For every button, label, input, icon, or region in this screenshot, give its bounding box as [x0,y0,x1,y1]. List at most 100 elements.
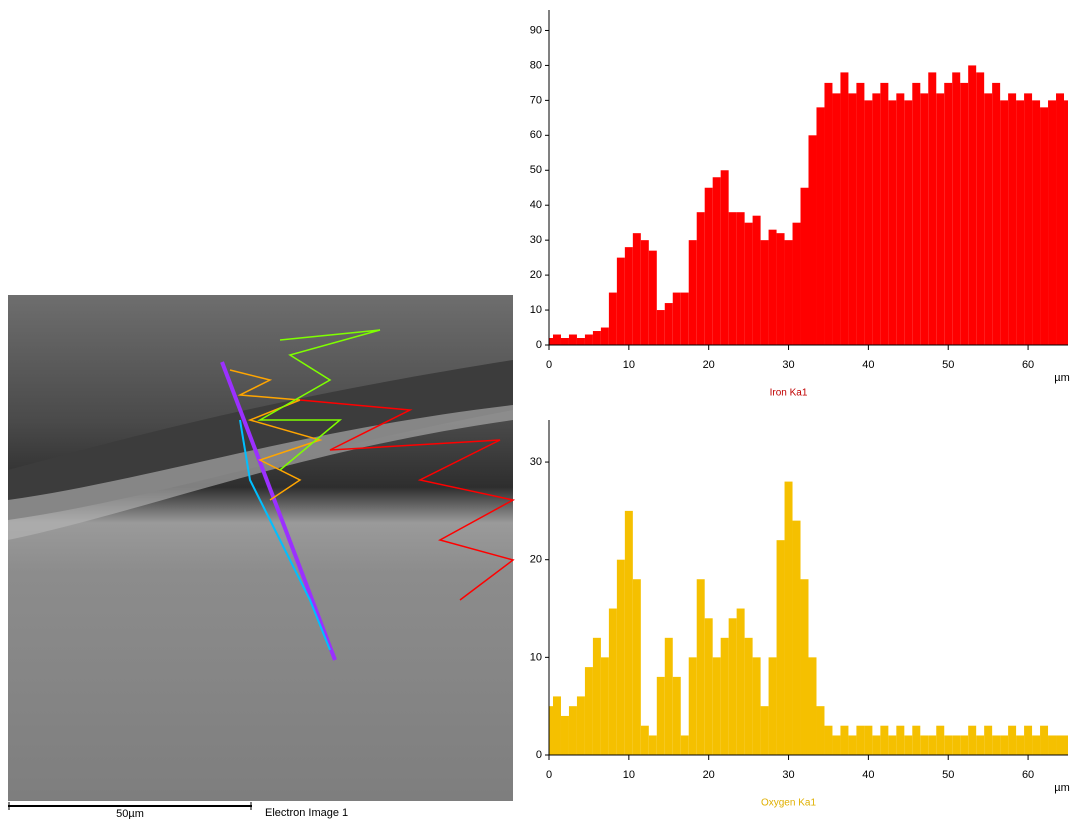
bar [816,107,825,345]
bar [1032,100,1041,345]
y-tick-label: 20 [530,269,542,281]
bar [928,72,937,346]
bar [832,735,841,755]
bar [752,657,761,755]
bar [736,212,745,345]
bar [600,327,609,345]
bar [1016,100,1025,345]
bar [568,334,577,345]
bar [840,725,849,755]
bar [1024,93,1033,346]
bar [1008,725,1017,755]
line-scan-chart: 0 10 20 30 0 10 20 30 40 50 60 µm Oxygen Ka1 [530,420,1070,809]
bar [712,177,721,345]
bar [968,725,977,755]
bar [624,247,633,345]
bar [648,250,657,345]
bar [600,657,609,755]
bar [608,292,617,345]
bar [616,257,625,345]
bar [1048,735,1057,755]
bar [848,735,857,755]
bar [560,338,569,345]
y-tick-label: 50 [530,164,542,176]
bar [624,510,633,755]
bar [1008,93,1017,346]
bar [656,310,665,345]
bar [944,82,953,345]
bar [920,735,929,755]
y-tick-label: 70 [530,94,542,106]
bar [616,559,625,755]
chart-title: Iron Ka1 [770,388,808,399]
bar [904,735,913,755]
bar [920,93,929,346]
bar [728,212,737,345]
bar [784,481,793,755]
bar [608,608,617,755]
bar [808,657,817,755]
chart-title: Oxygen Ka1 [761,798,816,809]
y-tick-label: 30 [530,234,542,246]
bar [648,735,657,755]
y-tick-label: 0 [536,339,542,351]
bar [784,240,793,345]
bar [688,240,697,345]
x-tick-label: 10 [623,769,635,781]
x-tick-label: 20 [703,769,715,781]
x-tick-label: 30 [782,769,794,781]
x-tick-label: 10 [623,359,635,371]
scan-line [220,361,337,661]
bar [552,334,561,345]
bar [776,540,785,755]
bar [792,520,801,755]
image-caption: Electron Image 1 [265,807,348,819]
bar [552,696,561,755]
bar [800,187,809,345]
bar [880,725,889,755]
bar [640,240,649,345]
x-tick-label: 0 [546,769,552,781]
bar [760,240,769,345]
bar [592,331,601,345]
bar [864,725,873,755]
bar [1040,725,1049,755]
bar [1064,100,1068,345]
y-tick-label: 20 [530,554,542,566]
bar [744,222,753,345]
y-tick-label: 40 [530,199,542,211]
bar [848,93,857,346]
bar [824,82,833,345]
bar [984,93,993,346]
bar [888,735,897,755]
scan-trace [239,419,331,651]
bar [960,82,969,345]
bar [549,706,553,755]
bar [960,735,969,755]
bar [768,229,777,345]
bar [664,637,673,755]
bar [672,292,681,345]
bar [1040,107,1049,345]
bar [896,725,905,755]
bar [936,93,945,346]
x-tick-label: 40 [862,769,874,781]
bar [792,222,801,345]
bar [632,233,641,345]
bar [664,303,673,345]
bar [1032,735,1041,755]
bar [560,715,569,755]
bar [1048,100,1057,345]
bar [752,215,761,345]
bar [824,725,833,755]
bar [768,657,777,755]
bar [856,82,865,345]
bar [992,82,1001,345]
bar [680,735,689,755]
electron-image: 50µm Electron Image 1 [8,295,516,820]
x-tick-label: 50 [942,769,954,781]
sem-background [8,295,513,801]
bar [720,637,729,755]
